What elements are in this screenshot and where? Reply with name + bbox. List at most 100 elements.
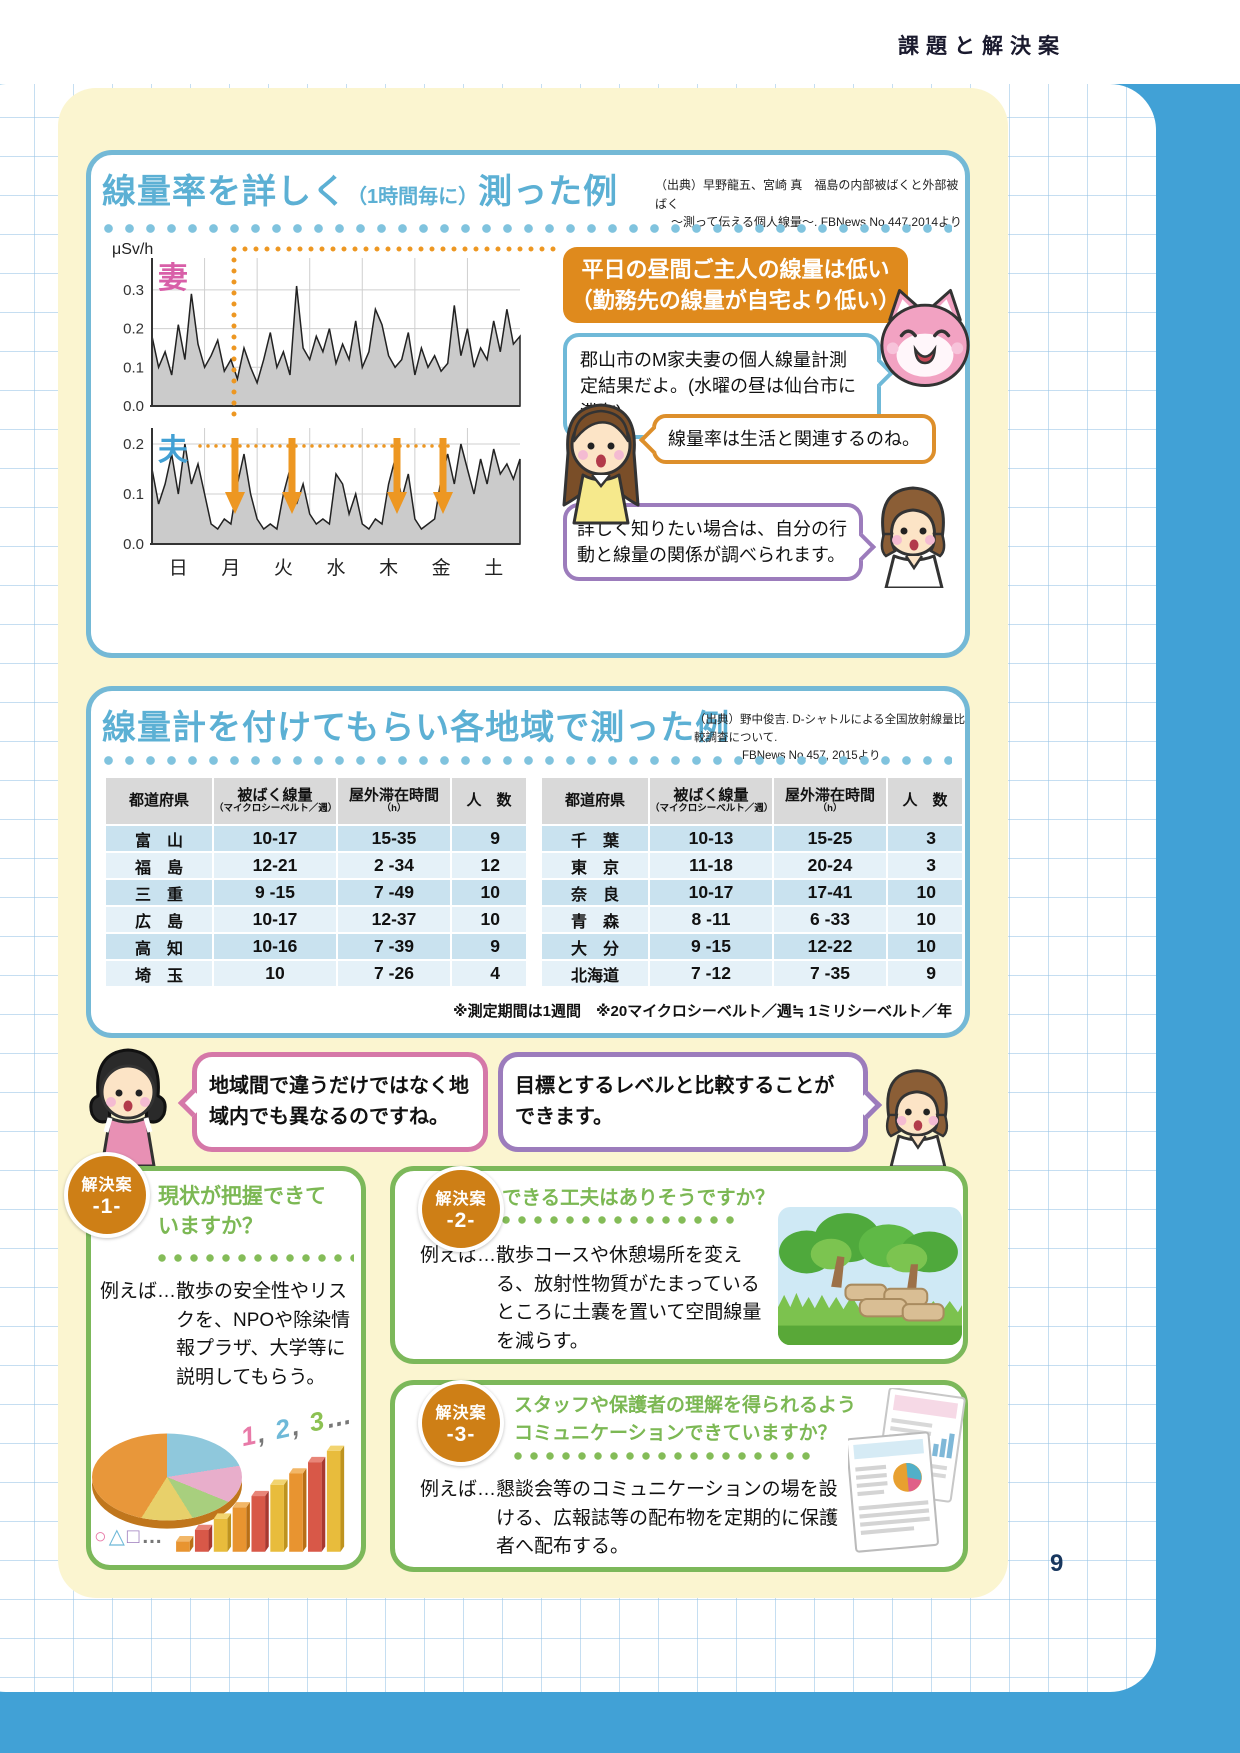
speech-bubble-detail: 詳しく知りたい場合は、自分の行動と線量の関係が調べられます。 [563,503,877,582]
bubble-lifestyle-text: 線量率は生活と関連するのね。 [668,429,920,449]
mother-character-icon [562,403,640,525]
header-dose: 被ばく線量 （マイクロシーベルト／週） [650,778,773,824]
svg-text:0.0: 0.0 [123,536,144,553]
solution-badge-3: 解決案 -3- [418,1380,504,1466]
cell-count: 12 [452,853,526,878]
cell-count: 9 [452,934,526,959]
cell-pref: 青 森 [542,907,648,932]
bar-chart-illustration-icon [176,1445,345,1552]
caregiver-character-icon [89,1048,167,1168]
source1-line1: （出典）早野龍五、宮崎 真 福島の内部被ばくと外部被ばく [655,178,959,211]
cell-dose: 10-16 [214,934,336,959]
callout-line1: 平日の昼間ご主人の線量は低い [581,257,890,282]
down-arrows-icon [225,438,453,514]
header-pref: 都道府県 [542,778,648,824]
section2-title-text: 線量計を付けてもらい各地域で測った例 [102,709,731,747]
dotted-separator [514,1452,814,1460]
solution1-title: 現状が把握できていますか？ [158,1185,326,1239]
table-row: 奈 良 10-17 17-41 10 [542,880,962,905]
cell-pref: 福 島 [106,853,212,878]
cell-outdoor: 17-41 [774,880,886,905]
cell-pref: 広 島 [106,907,212,932]
cell-pref: 埼 玉 [106,961,212,986]
chart-unit-label: μSv/h [112,241,153,258]
pie-chart-illustration-icon [92,1433,242,1521]
table-row: 富 山 10-17 15-35 9 [106,826,526,851]
wife-plot: 0.3 0.2 0.1 0.0 [123,258,521,415]
solution3-title: スタッフや保護者の理解を得られるよう コミュニケーションできていますか？ [514,1395,857,1444]
solution-badge-2: 解決案 -2- [418,1166,504,1252]
svg-text:木: 木 [379,557,398,579]
section1-title-paren: （1時間毎に） [347,186,479,208]
wife-series-label: 妻 [158,262,188,295]
table-right-wrap: 都道府県 被ばく線量 （マイクロシーベルト／週） 屋外滞在時間 （h） 人 数 千 … [540,776,964,988]
cat-character-icon [880,289,970,387]
table-row: 高 知 10-16 7 -39 9 [106,934,526,959]
svg-text:金: 金 [432,557,451,579]
cell-dose: 10-17 [214,907,336,932]
solution2-title: できる工夫はありそうですか？ [502,1187,775,1209]
section1-title-tail: 測った例 [478,173,619,211]
cell-count: 10 [888,880,962,905]
table-row: 埼 玉 10 7 -26 4 [106,961,526,986]
cell-outdoor: 15-25 [774,826,886,851]
cell-pref: 千 葉 [542,826,648,851]
svg-text:土: 土 [484,557,503,579]
table-left-wrap: 都道府県 被ばく線量 （マイクロシーベルト／週） 屋外滞在時間 （h） 人 数 富 … [104,776,528,988]
table-row: 東 京 11-18 20-24 3 [542,853,962,878]
solution1-illustration: 1, 2, 3… ○△□… [92,1396,360,1566]
cell-dose: 11-18 [650,853,772,878]
cell-count: 10 [452,880,526,905]
cell-dose: 9 -15 [214,880,336,905]
cell-count: 10 [888,907,962,932]
dotted-separator [104,756,952,765]
dotted-separator [158,1254,354,1262]
cell-pref: 三 重 [106,880,212,905]
section2-title: 線量計を付けてもらい各地域で測った例 [102,700,730,749]
cell-count: 4 [452,961,526,986]
cell-pref: 大 分 [542,934,648,959]
cell-dose: 10 [214,961,336,986]
expert-character-icon [885,1069,949,1169]
cell-count: 3 [888,853,962,878]
svg-text:0.3: 0.3 [123,282,144,299]
husband-plot: 0.2 0.1 0.0 [123,428,521,553]
bubble-region-text: 地域間で違うだけではなく地域内でも異なるのですね。 [209,1075,469,1128]
page-number: 9 [1050,1550,1064,1577]
solution3-body: 例えば…懇談会等のコミュニケーションの場を設ける、広報誌等の配布物を定期的に保護… [420,1479,839,1557]
cell-count: 3 [888,826,962,851]
header-pref: 都道府県 [106,778,212,824]
callout-weekday-dose: 平日の昼間ご主人の線量は低い （勤務先の線量が自宅より低い） [563,247,908,323]
svg-text:0.1: 0.1 [123,486,144,503]
page-header: 課題と解決案 [898,35,1066,58]
cell-dose: 10-17 [650,880,772,905]
svg-text:0.2: 0.2 [123,436,144,453]
svg-text:火: 火 [274,558,293,579]
dose-table-left: 都道府県 被ばく線量 （マイクロシーベルト／週） 屋外滞在時間 （h） 人 数 富 … [104,776,528,988]
table-row: 広 島 10-17 12-37 10 [106,907,526,932]
badge-number: -2- [446,1209,476,1232]
speech-bubble-region: 地域間で違うだけではなく地域内でも異なるのですね。 [177,1052,488,1152]
cell-count: 10 [452,907,526,932]
cell-outdoor: 15-35 [338,826,450,851]
park-illustration-icon [778,1207,962,1345]
cell-outdoor: 7 -49 [338,880,450,905]
badge-label: 解決案 [435,1191,487,1208]
cell-pref: 富 山 [106,826,212,851]
header-outdoor: 屋外滞在時間 （h） [338,778,450,824]
cell-outdoor: 20-24 [774,853,886,878]
header-count: 人 数 [452,778,526,824]
cell-count: 9 [452,826,526,851]
dotted-separator [104,224,952,233]
cell-count: 9 [888,961,962,986]
solution1-body: 例えば…散歩の安全性やリスクを、NPOや除染情報プラザ、大学等に説明してもらう。 [100,1281,351,1388]
callout-line2: （勤務先の線量が自宅より低い） [570,287,901,313]
cell-dose: 9 -15 [650,934,772,959]
cell-dose: 10-17 [214,826,336,851]
section1-title-main: 線量率を詳しく [102,173,347,211]
cell-pref: 高 知 [106,934,212,959]
svg-text:0.2: 0.2 [123,321,144,338]
cell-outdoor: 6 -33 [774,907,886,932]
table-row: 福 島 12-21 2 -34 12 [106,853,526,878]
